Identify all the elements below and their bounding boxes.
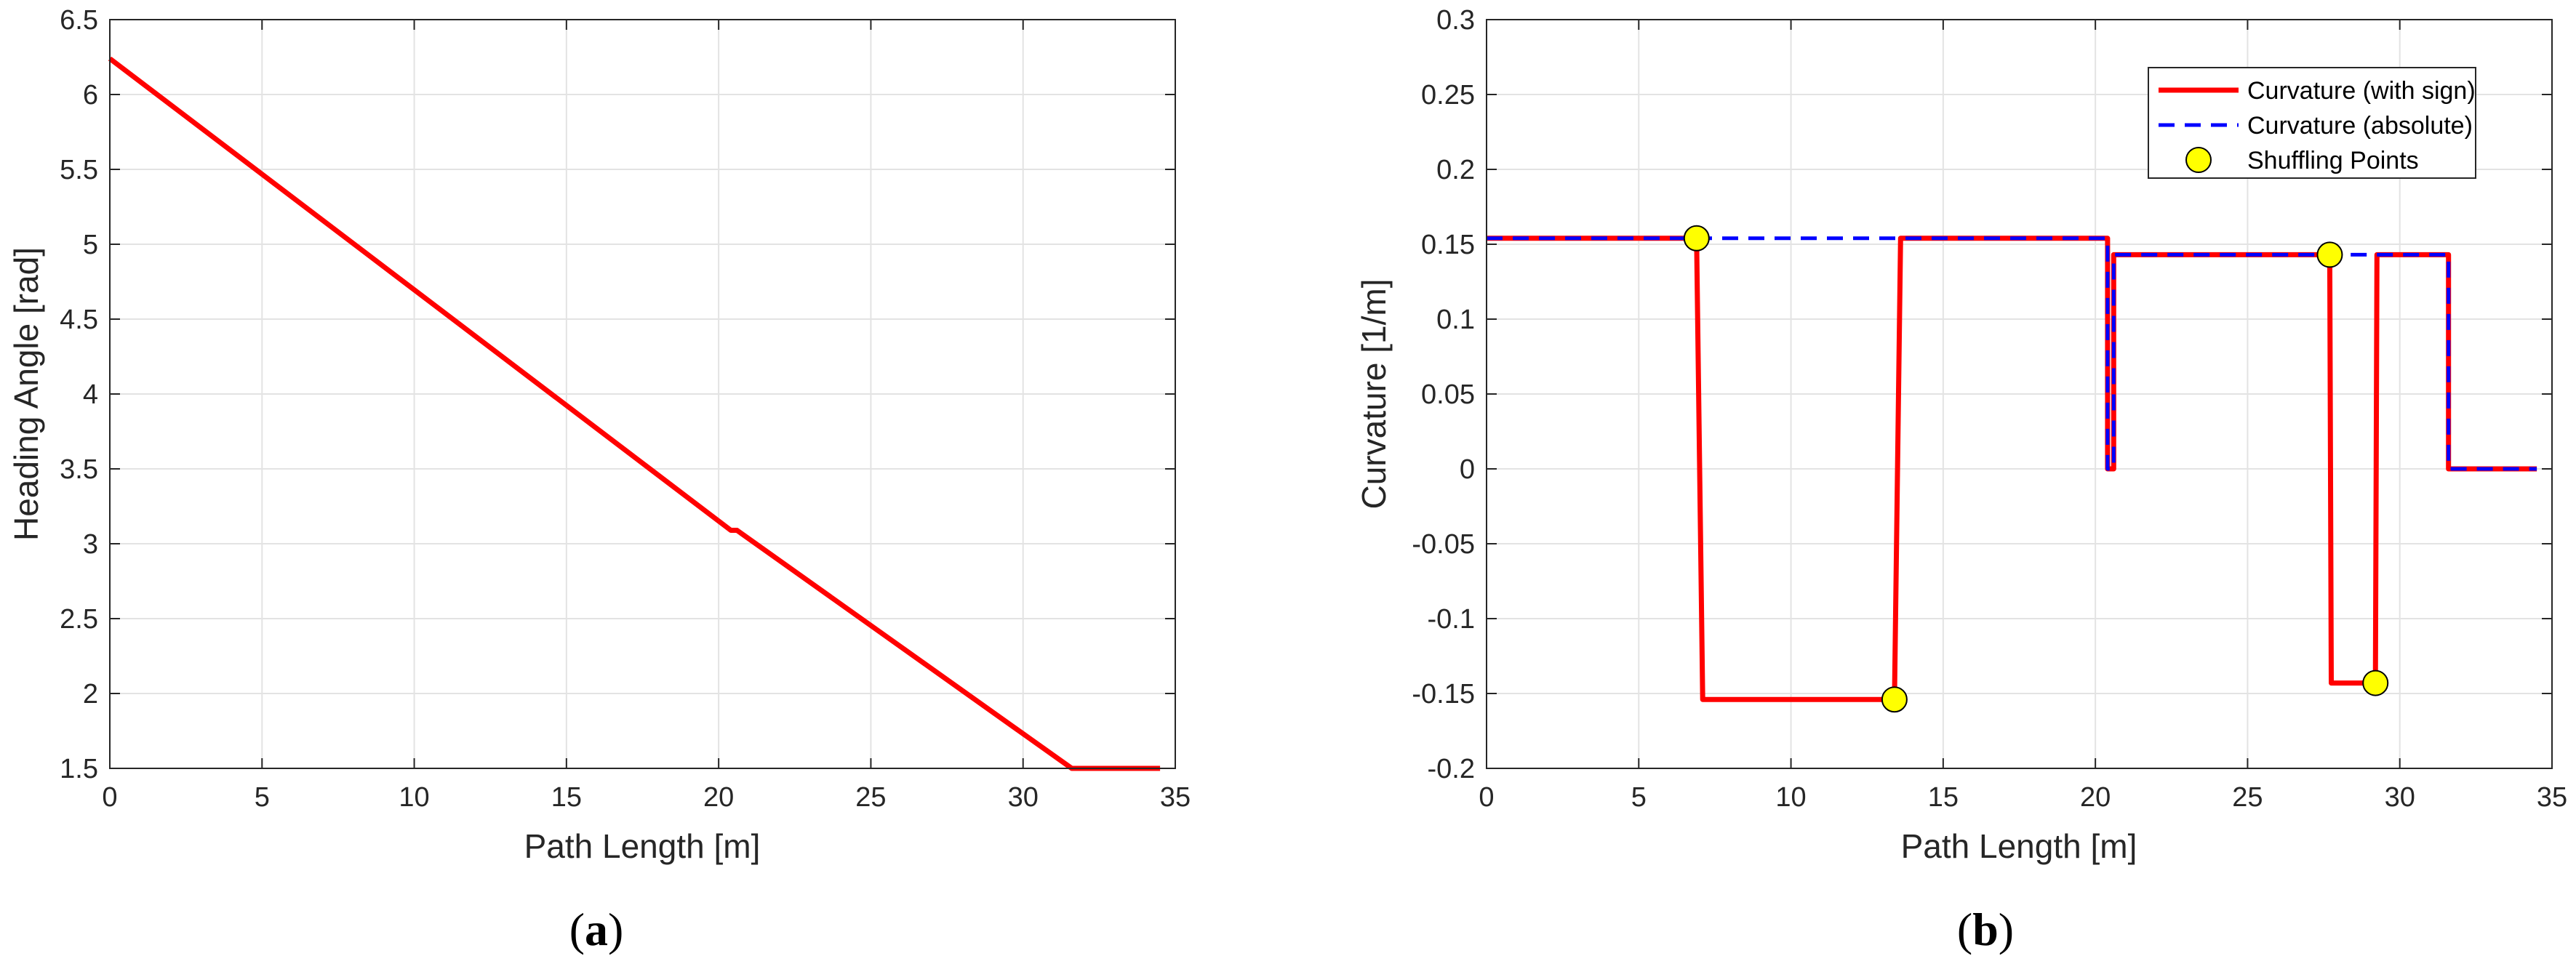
y-tick-label: 0.05 bbox=[1421, 379, 1475, 410]
shuffling-point-marker bbox=[2362, 670, 2389, 696]
y-tick-label: 5 bbox=[83, 230, 98, 260]
x-tick-label: 30 bbox=[2385, 782, 2415, 813]
y-axis-label-b: Curvature [1/m] bbox=[1355, 279, 1393, 510]
y-tick-label: -0.1 bbox=[1428, 604, 1475, 635]
ticks-a: 0 5 10 15 20 25 30 35 1.5 2 2.5 3 3.5 4 4.5 5 5.5 6 6.5 bbox=[60, 5, 1191, 813]
x-tick-label: 0 bbox=[1479, 782, 1494, 813]
y-tick-label: 0.1 bbox=[1436, 305, 1475, 335]
x-tick-label: 5 bbox=[255, 782, 270, 813]
y-tick-label: -0.05 bbox=[1412, 529, 1475, 560]
x-tick-label: 25 bbox=[855, 782, 886, 813]
x-tick-label: 10 bbox=[1775, 782, 1806, 813]
ticks-b: 0 5 10 15 20 25 30 35 -0.2 -0.15 -0.1 -0.05 0 0.05 0.1… bbox=[1412, 5, 2567, 813]
heading-angle-panel: 0 5 10 15 20 25 30 35 1.5 2 2.5 3 3.5 4 4.5 5 5.5 6 6.5 Pa… bbox=[7, 5, 1191, 955]
x-tick-label: 35 bbox=[2537, 782, 2567, 813]
y-tick-label: 0.2 bbox=[1436, 155, 1475, 185]
legend-label-absolute: Curvature (absolute) bbox=[2247, 112, 2473, 140]
x-tick-label: 30 bbox=[1008, 782, 1039, 813]
x-axis-label-b: Path Length [m] bbox=[1901, 827, 2137, 865]
y-tick-label: 6 bbox=[83, 80, 98, 110]
y-axis-label-a: Heading Angle [rad] bbox=[7, 247, 45, 541]
y-tick-label: 1.5 bbox=[60, 754, 98, 784]
y-tick-label: 3 bbox=[83, 529, 98, 560]
y-tick-label: 0 bbox=[1460, 454, 1475, 485]
x-tick-label: 10 bbox=[399, 782, 429, 813]
y-tick-label: 2 bbox=[83, 679, 98, 709]
x-tick-label: 0 bbox=[102, 782, 117, 813]
x-axis-label-a: Path Length [m] bbox=[524, 827, 761, 865]
y-tick-label: 4.5 bbox=[60, 305, 98, 335]
shuffling-point-marker bbox=[1683, 225, 1710, 252]
x-tick-label: 35 bbox=[1160, 782, 1191, 813]
y-tick-label: 0.15 bbox=[1421, 230, 1475, 260]
y-tick-label: 5.5 bbox=[60, 155, 98, 185]
y-tick-label: 6.5 bbox=[60, 5, 98, 36]
y-tick-label: -0.2 bbox=[1428, 754, 1475, 784]
caption-a: (a) bbox=[569, 904, 624, 955]
shuffling-point-marker bbox=[2316, 241, 2343, 268]
x-tick-label: 20 bbox=[703, 782, 734, 813]
caption-b: (b) bbox=[1957, 904, 2014, 955]
y-tick-label: -0.15 bbox=[1412, 679, 1475, 709]
caption-b-letter: b bbox=[1972, 904, 1999, 955]
x-tick-label: 5 bbox=[1631, 782, 1647, 813]
x-tick-label: 15 bbox=[551, 782, 582, 813]
curvature-panel: 0 5 10 15 20 25 30 35 -0.2 -0.15 -0.1 -0.05 0 0.05 0.1… bbox=[1355, 5, 2567, 955]
legend: Curvature (with sign) Curvature (absolut… bbox=[2148, 67, 2476, 179]
x-tick-label: 15 bbox=[1928, 782, 1959, 813]
curvature-absolute-line bbox=[1487, 236, 2537, 471]
legend-label-shuffling: Shuffling Points bbox=[2247, 147, 2419, 174]
y-tick-label: 0.3 bbox=[1436, 5, 1475, 36]
series-layer-b bbox=[1487, 225, 2537, 713]
y-tick-label: 0.25 bbox=[1421, 80, 1475, 110]
legend-swatch-shuffling bbox=[2185, 147, 2212, 173]
caption-a-letter: a bbox=[585, 904, 608, 955]
y-tick-label: 3.5 bbox=[60, 454, 98, 485]
legend-label-signed: Curvature (with sign) bbox=[2247, 77, 2476, 105]
x-tick-label: 25 bbox=[2232, 782, 2263, 813]
y-tick-label: 2.5 bbox=[60, 604, 98, 635]
shuffling-point-marker bbox=[1881, 686, 1908, 713]
x-tick-label: 20 bbox=[2080, 782, 2111, 813]
y-tick-label: 4 bbox=[83, 379, 98, 410]
